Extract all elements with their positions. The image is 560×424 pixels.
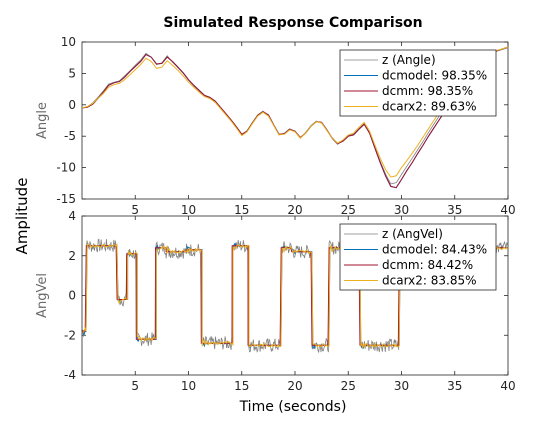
x-tick-label: 15 (234, 203, 249, 217)
panel-y-label: AngVel (35, 273, 50, 318)
y-tick-label: 0 (68, 98, 76, 112)
chart-title: Simulated Response Comparison (163, 15, 422, 31)
x-tick-label: 10 (181, 203, 196, 217)
legend-label-dcarx2: dcarx2: 83.85% (382, 274, 477, 288)
x-tick-label: 35 (447, 379, 462, 393)
y-tick-label: 2 (68, 249, 76, 263)
y-tick-label: -2 (64, 328, 76, 342)
legend: z (Angle) dcmodel: 98.35%dcmm: 98.35% dcar… (339, 49, 497, 117)
x-tick-label: 40 (500, 203, 515, 217)
y-axis-label: Amplitude (13, 178, 31, 255)
x-tick-label: 40 (500, 379, 515, 393)
x-tick-label: 35 (447, 203, 462, 217)
x-tick-label: 20 (287, 379, 302, 393)
y-tick-label: -10 (56, 161, 76, 175)
legend-label-measured: z (AngVel) (382, 227, 443, 241)
x-axis-label: Time (seconds) (239, 399, 347, 415)
x-tick-label: 15 (234, 379, 249, 393)
x-tick-label: 5 (131, 379, 139, 393)
legend-label-measured: z (Angle) (382, 53, 436, 67)
x-tick-label: 5 (131, 203, 139, 217)
y-tick-label: 10 (61, 35, 76, 49)
legend-label-dcarx2: dcarx2: 89.63% (382, 100, 477, 114)
x-tick-label: 30 (394, 203, 409, 217)
legend-box (339, 49, 497, 117)
y-tick-label: 0 (68, 289, 76, 303)
panel-angle: 5 10 15 20 25 30 35 40 10 5 0 -5 -10 -15 Angle z (Angle… (35, 35, 516, 217)
y-tick-label: 4 (68, 209, 76, 223)
panel-y-label: Angle (35, 102, 50, 139)
x-tick-label: 10 (181, 379, 196, 393)
x-tick-label: 25 (341, 379, 356, 393)
legend-label-dcmm: dcmm: 98.35% (382, 84, 473, 98)
legend-label-dcmm: dcmm: 84.42% (382, 258, 473, 272)
series-line-dcmm (82, 46, 508, 189)
legend-box (339, 223, 497, 291)
y-tick-label: -4 (64, 368, 76, 382)
legend: z (AngVel) dcmodel: 84.43%dcmm: 84.42% dca… (339, 223, 497, 291)
y-tick-label: -5 (64, 129, 76, 143)
legend-label-dcmodel: dcmodel: 98.35% (382, 69, 487, 83)
x-tick-label: 25 (341, 203, 356, 217)
y-tick-label: -15 (56, 192, 76, 206)
x-tick-label: 30 (394, 379, 409, 393)
x-tick-label: 20 (287, 203, 302, 217)
legend-label-dcmodel: dcmodel: 84.43% (382, 243, 487, 257)
y-tick-label: 5 (68, 66, 76, 80)
